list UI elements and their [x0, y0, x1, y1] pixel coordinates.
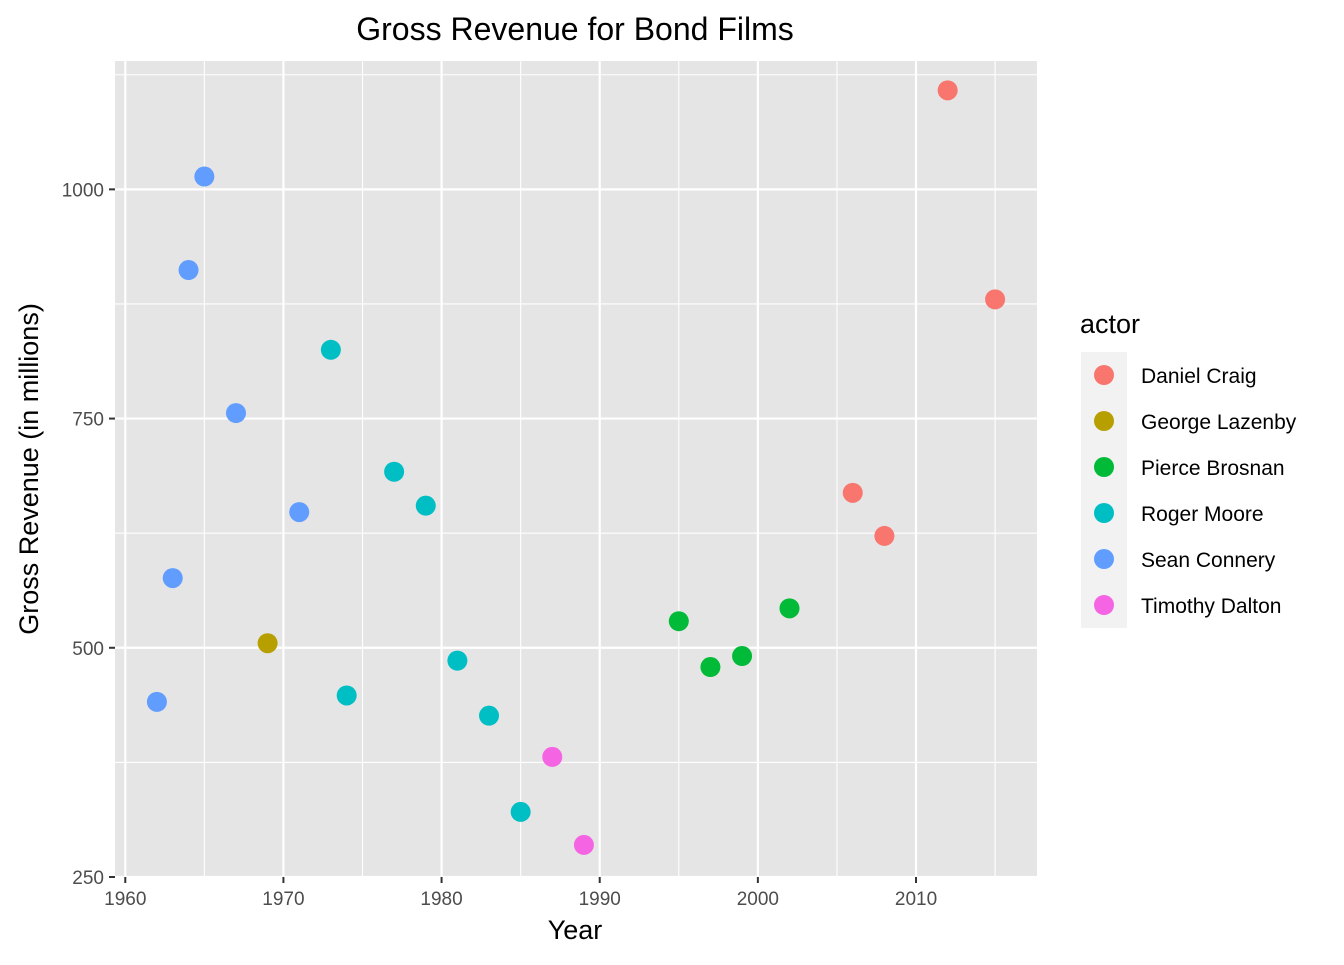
- data-point: [178, 260, 199, 281]
- y-tick-label: 250: [72, 868, 104, 889]
- y-axis-title: Gross Revenue (in millions): [14, 303, 44, 635]
- y-tick-label: 1000: [62, 180, 104, 201]
- y-axis: 250 500 750 1000: [62, 180, 115, 889]
- data-point: [700, 657, 721, 678]
- x-tick-label: 2010: [895, 889, 937, 910]
- legend-key-marker: [1094, 457, 1114, 477]
- y-tick-label: 500: [72, 639, 104, 660]
- data-point: [320, 339, 341, 360]
- chart-title: Gross Revenue for Bond Films: [356, 11, 794, 47]
- legend-key-marker: [1094, 503, 1114, 523]
- data-point: [162, 568, 183, 589]
- legend-items: Daniel Craig George Lazenby Pierce Brosnan…: [1081, 352, 1297, 628]
- y-tick-label: 750: [72, 410, 104, 431]
- data-point: [194, 166, 215, 187]
- legend-title: actor: [1080, 309, 1140, 339]
- legend-key-marker: [1094, 365, 1114, 385]
- x-tick-label: 1990: [579, 889, 621, 910]
- legend-key-marker: [1094, 595, 1114, 615]
- legend-label: Pierce Brosnan: [1141, 457, 1285, 480]
- minor-gridlines: [115, 61, 1037, 877]
- data-point: [146, 691, 167, 712]
- data-point: [937, 80, 958, 101]
- data-point: [732, 646, 753, 667]
- legend-key-marker: [1094, 411, 1114, 431]
- data-point: [479, 705, 500, 726]
- data-point: [542, 746, 563, 767]
- data-point: [415, 495, 436, 516]
- data-point: [668, 611, 689, 632]
- x-tick-label: 1960: [104, 889, 146, 910]
- x-axis: 1960 1970 1980 1990 2000 2010: [104, 877, 937, 910]
- legend: actor Daniel Craig George Lazenby Pierce B…: [1080, 309, 1297, 628]
- plot-panel: [115, 61, 1037, 877]
- data-point: [874, 525, 895, 546]
- data-point: [573, 834, 594, 855]
- legend-label: Timothy Dalton: [1141, 595, 1281, 618]
- x-axis-title: Year: [548, 915, 603, 945]
- x-tick-label: 1970: [262, 889, 304, 910]
- data-point: [985, 289, 1006, 310]
- legend-label: Roger Moore: [1141, 503, 1264, 526]
- data-point: [447, 650, 468, 671]
- data-point: [225, 403, 246, 424]
- data-points: [146, 80, 1006, 855]
- legend-label: Daniel Craig: [1141, 365, 1257, 388]
- data-point: [257, 633, 278, 654]
- legend-label: Sean Connery: [1141, 549, 1276, 572]
- data-point: [510, 801, 531, 822]
- legend-key-marker: [1094, 549, 1114, 569]
- legend-label: George Lazenby: [1141, 411, 1297, 434]
- legend-key-background: [1081, 352, 1127, 628]
- data-point: [779, 598, 800, 619]
- data-point: [289, 502, 310, 523]
- data-point: [336, 685, 357, 706]
- data-point: [384, 461, 405, 482]
- x-tick-label: 1980: [420, 889, 462, 910]
- x-tick-label: 2000: [737, 889, 779, 910]
- data-point: [842, 482, 863, 503]
